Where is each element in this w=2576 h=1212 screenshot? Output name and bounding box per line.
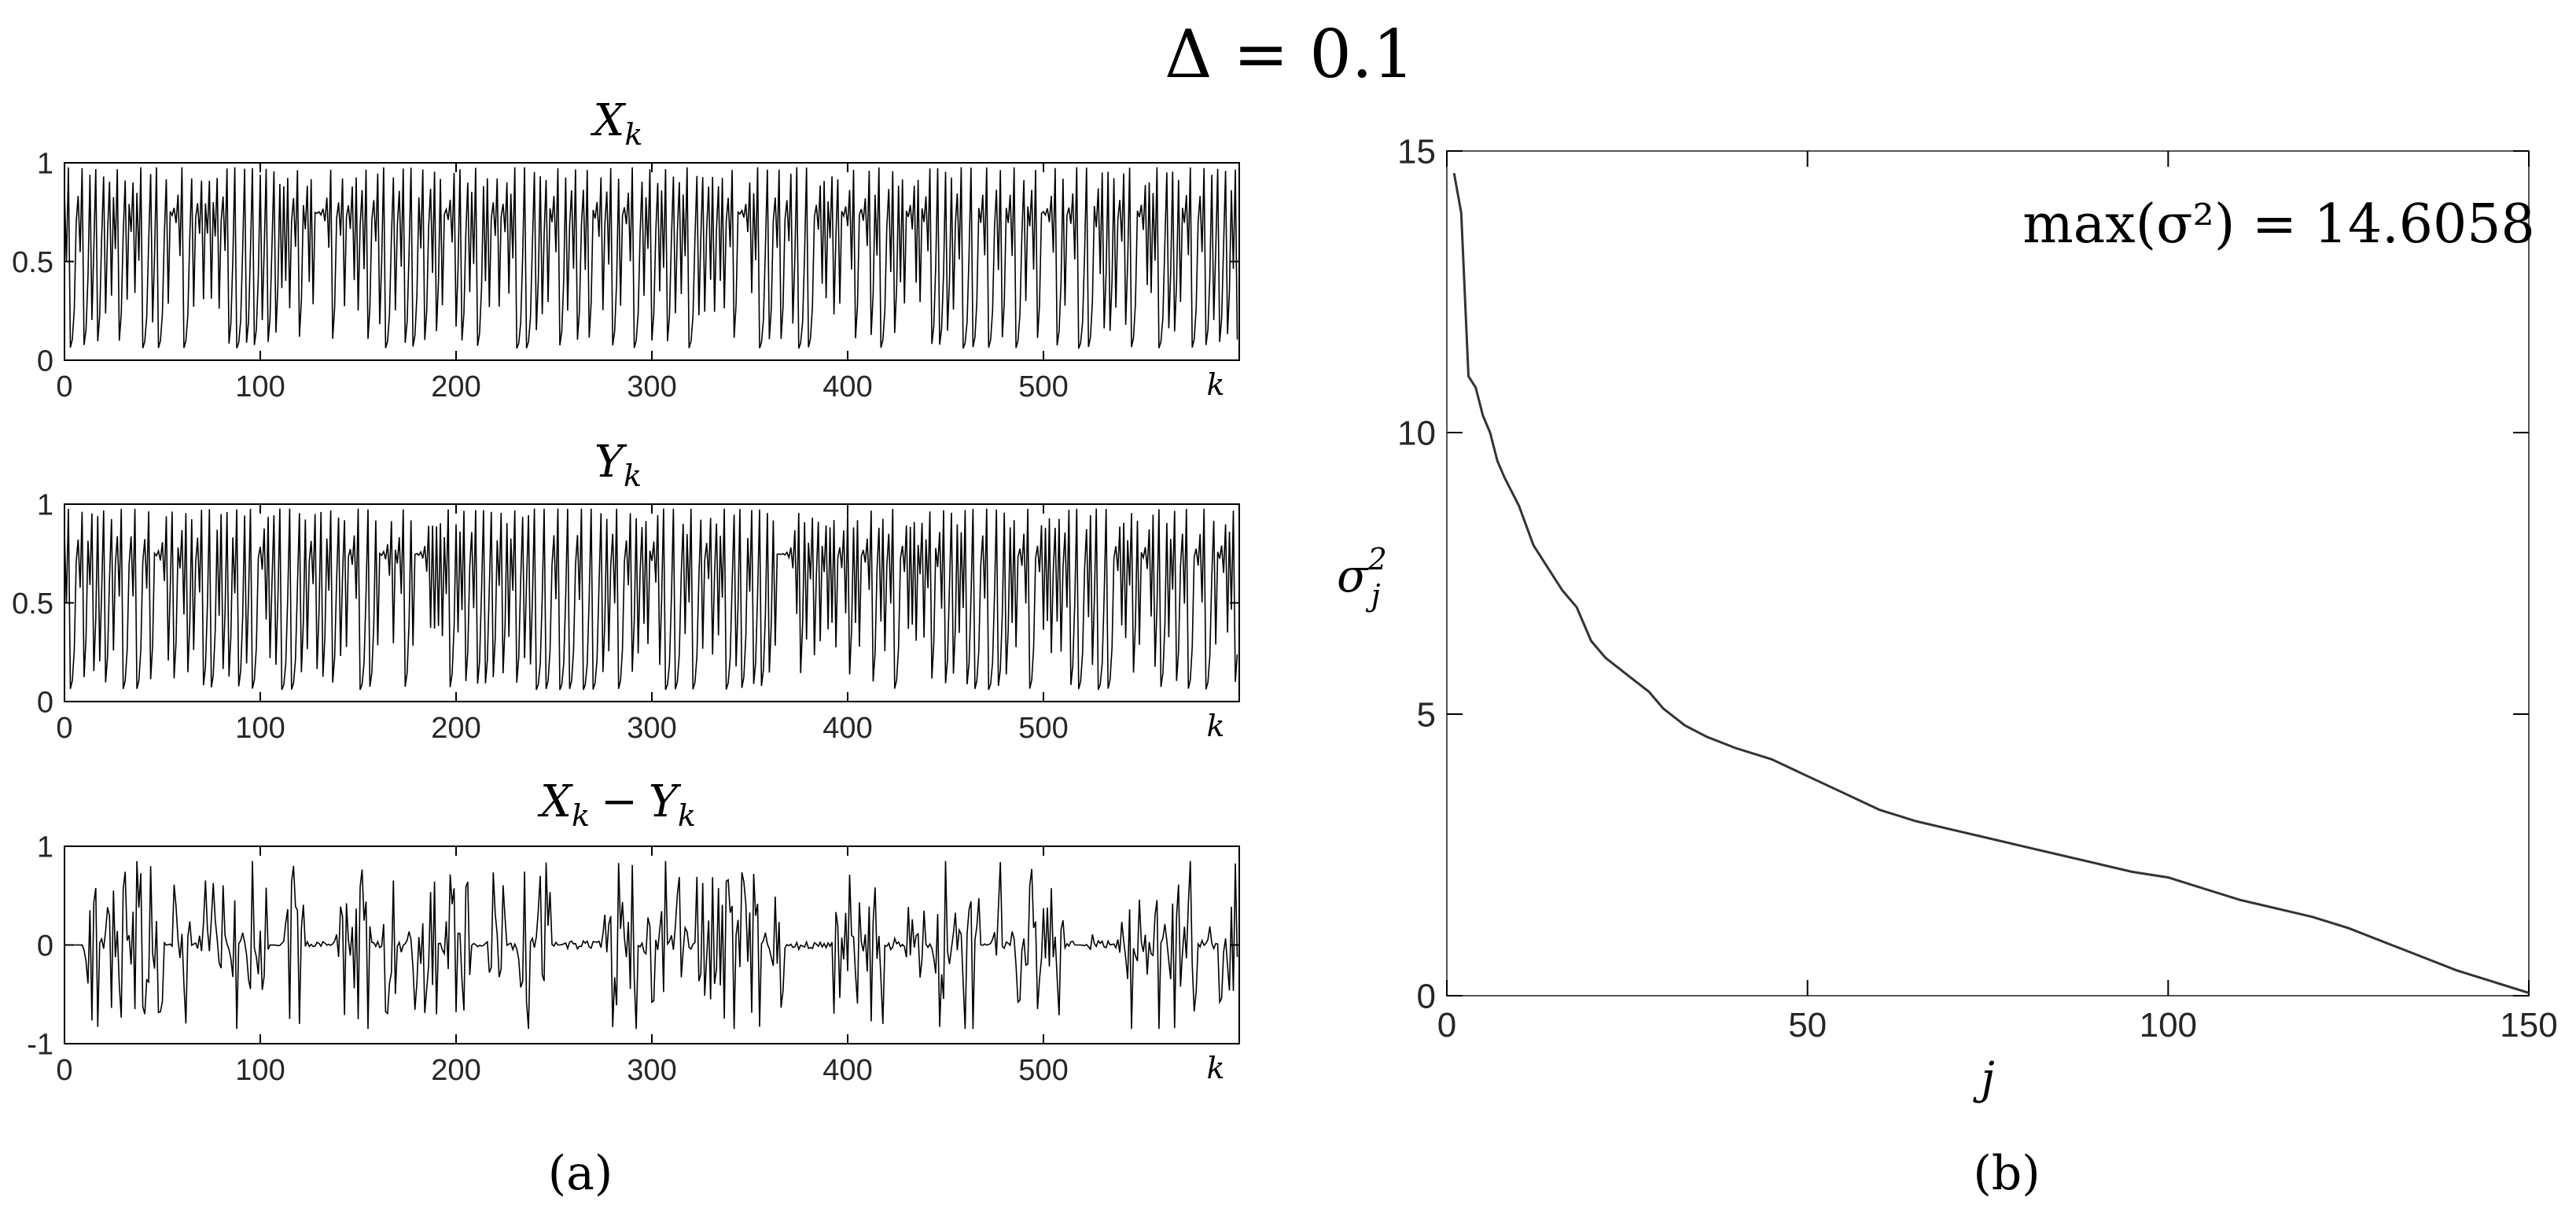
panel-2-ytick-label-1: 0 — [37, 930, 53, 963]
panel-2-xtick-label-4: 400 — [822, 1054, 872, 1087]
panel-a3-frame — [64, 845, 1240, 1044]
caption-a: (a) — [548, 1146, 613, 1201]
panel-a1-ticks: 0 100 200 300 400 500 0 0.5 1 — [12, 147, 1239, 403]
panel-1-ytick-label-0: 0 — [37, 686, 53, 719]
panel-1-xtick-label-4: 400 — [822, 712, 872, 745]
panel-1-xtick-label-0: 0 — [56, 712, 72, 745]
panel-0-xtick-label-2: 200 — [431, 370, 480, 403]
panel-2-ytick-label-0: -1 — [27, 1028, 53, 1061]
panel-b-series-line — [1452, 172, 2530, 994]
panel-a3-ticks: 0 100 200 300 400 500-101 — [27, 831, 1239, 1087]
panel-1-ytick-label-1: 0.5 — [12, 588, 53, 621]
panel-1-xtick-label-1: 100 — [235, 712, 285, 745]
panel-b-xlabel: j — [1972, 1053, 1994, 1104]
panel-a2-series-line — [64, 508, 1238, 691]
panel-3-xtick-label-3: 150 — [2500, 1006, 2557, 1044]
panel-3-ytick-label-3: 15 — [1397, 132, 1436, 171]
panel-a2-xlabel: k — [1206, 709, 1224, 743]
panel-3-xtick-label-0: 0 — [1437, 1006, 1456, 1044]
panel-1-xtick-label-2: 200 — [431, 712, 480, 745]
panel-a3-title: Xk − Yk — [537, 776, 696, 833]
panel-1-xtick-label-5: 500 — [1018, 712, 1068, 745]
figure-title: Δ = 0.1 — [1165, 16, 1415, 93]
panel-0-ytick-label-1: 0.5 — [12, 246, 53, 279]
panel-a1-series-line — [64, 167, 1238, 349]
panel-a1-title: Xk — [591, 95, 643, 152]
panel-b-ticks: 0 50 100 150 0 5 10 15 — [1397, 132, 2558, 1044]
panel-a1-xlabel: k — [1206, 367, 1224, 402]
panel-0-xtick-label-0: 0 — [56, 370, 72, 403]
panel-3-ytick-label-0: 0 — [1417, 977, 1436, 1015]
panel-a3: Xk − Yk 0 100 200 300 400 500-101 k — [27, 776, 1240, 1087]
caption-b: (b) — [1973, 1146, 2040, 1201]
panel-0-xtick-label-3: 300 — [627, 370, 676, 403]
panel-a2: Yk 0 100 200 300 400 500 0 0.5 1 k — [12, 437, 1240, 745]
panel-b-frame — [1446, 150, 2530, 996]
panel-2-ytick-label-2: 1 — [37, 831, 53, 864]
panel-0-ytick-label-0: 0 — [37, 344, 53, 378]
panel-a3-series-line — [64, 860, 1238, 1030]
panel-a2-title: Yk — [594, 437, 642, 493]
panel-1-xtick-label-3: 300 — [627, 712, 676, 745]
panel-0-ytick-label-2: 1 — [37, 147, 53, 180]
panel-0-xtick-label-4: 400 — [822, 370, 872, 403]
panel-a3-xlabel: k — [1206, 1051, 1224, 1085]
panel-2-xtick-label-5: 500 — [1018, 1054, 1068, 1087]
panel-3-xtick-label-2: 100 — [2140, 1006, 2197, 1044]
panel-b-annotation: max(σ²) = 14.6058 — [2022, 193, 2535, 256]
panel-3-ytick-label-2: 10 — [1397, 414, 1436, 452]
panel-2-xtick-label-0: 0 — [56, 1054, 72, 1087]
panel-3-xtick-label-1: 50 — [1788, 1006, 1827, 1044]
panel-a2-ticks: 0 100 200 300 400 500 0 0.5 1 — [12, 488, 1239, 745]
panel-0-xtick-label-5: 500 — [1018, 370, 1068, 403]
panel-2-xtick-label-2: 200 — [431, 1054, 480, 1087]
panel-2-xtick-label-1: 100 — [235, 1054, 285, 1087]
panel-3-ytick-label-1: 5 — [1417, 695, 1436, 734]
panel-1-ytick-label-2: 1 — [37, 488, 53, 521]
panel-a1: Xk 0 100 200 300 400 500 0 0.5 1 k — [12, 95, 1240, 403]
panel-2-xtick-label-3: 300 — [627, 1054, 676, 1087]
panel-b: 0 50 100 150 0 5 10 15 max(σ²) = 14.6058 j σ2 j — [1337, 132, 2558, 1104]
panel-0-xtick-label-1: 100 — [235, 370, 285, 403]
panel-b-ylabel: σ2 j — [1337, 542, 1387, 613]
